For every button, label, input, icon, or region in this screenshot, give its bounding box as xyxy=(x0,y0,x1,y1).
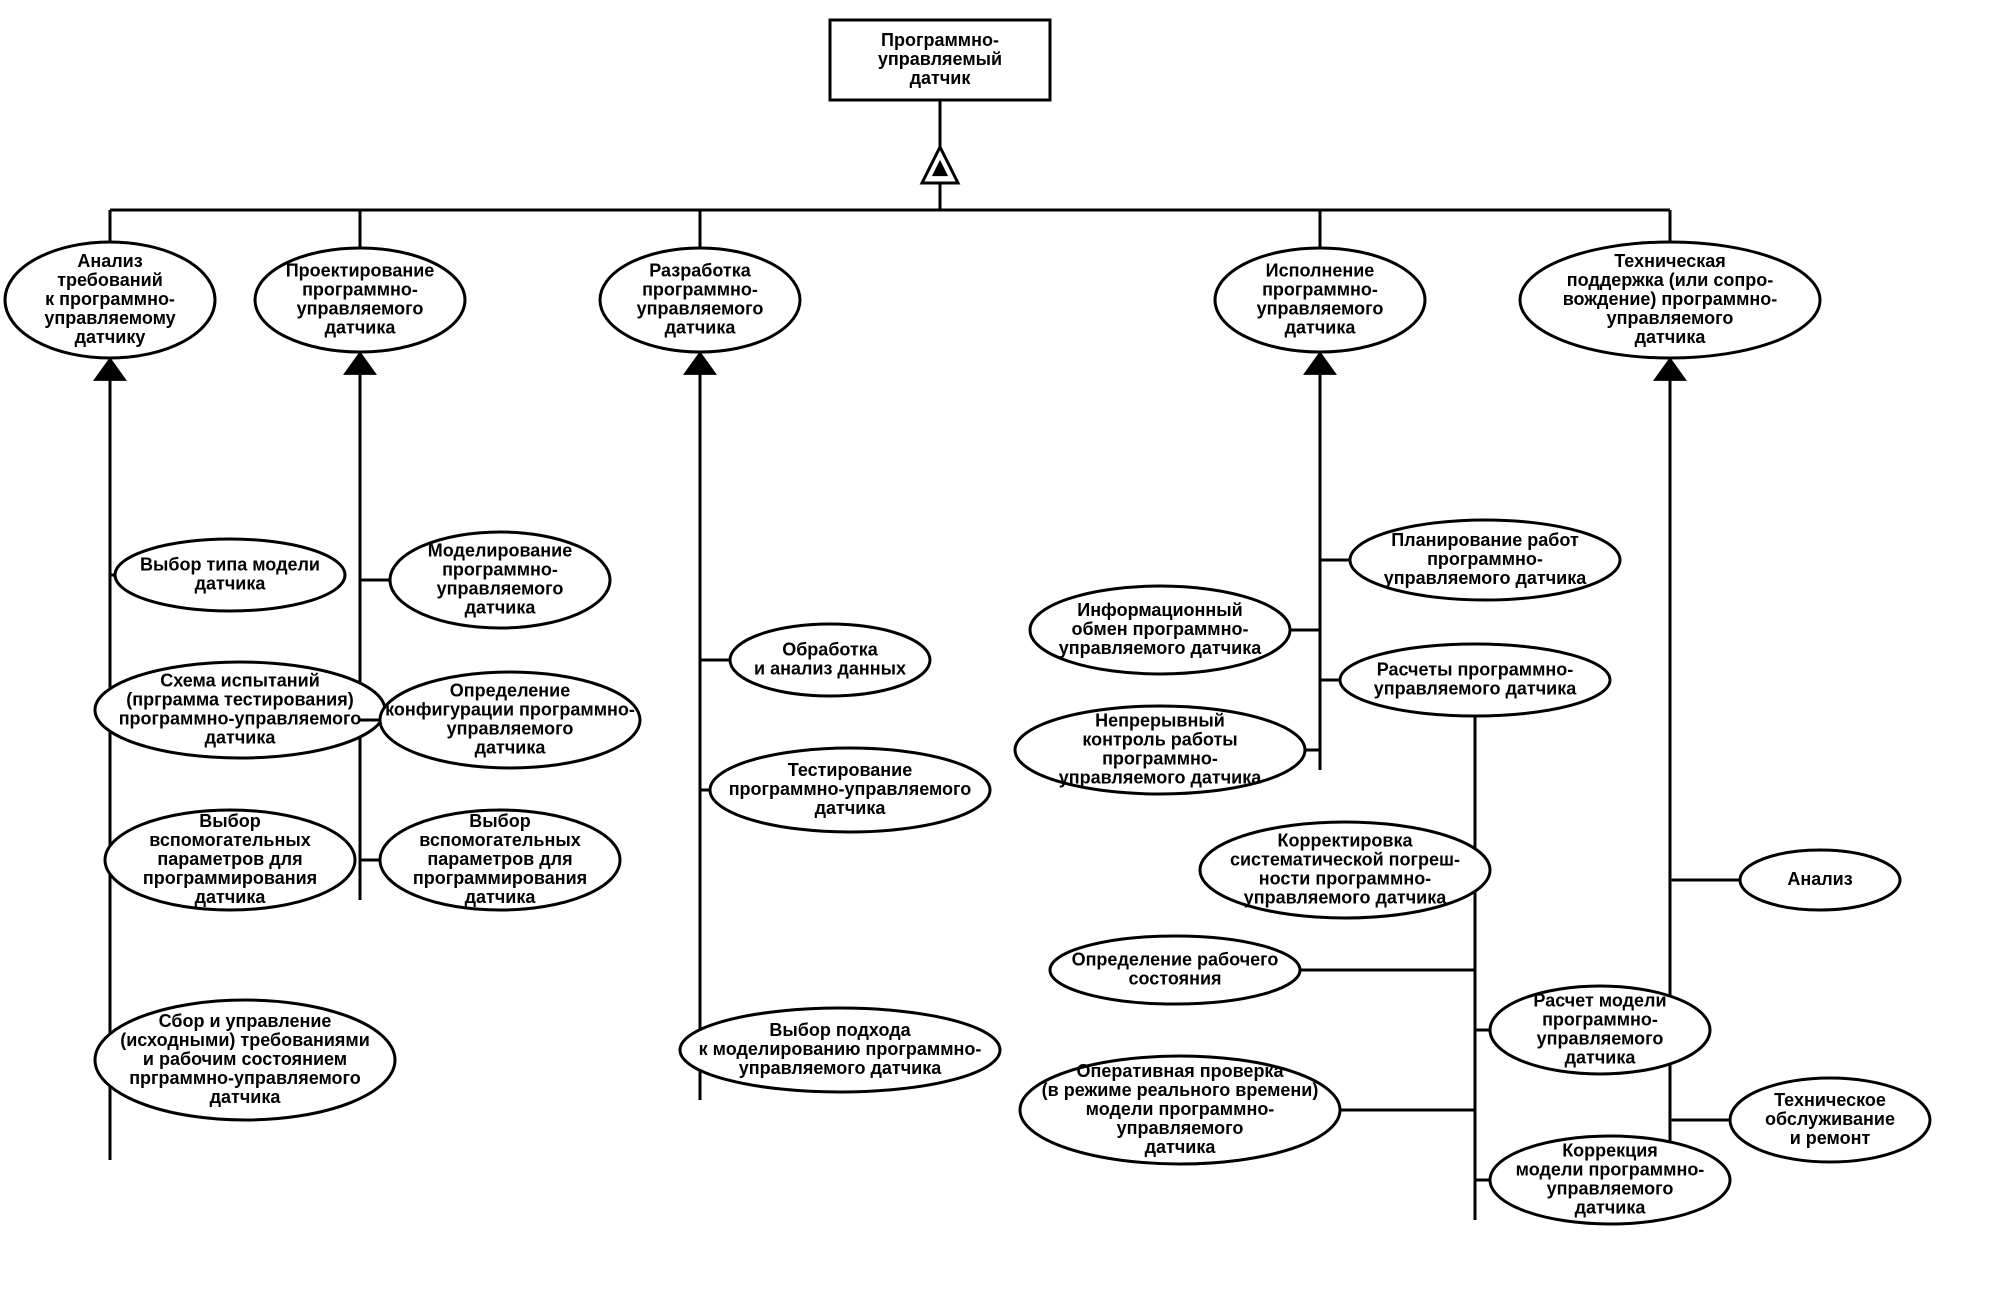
diagram-canvas: Программно-управляемыйдатчикАнализтребов… xyxy=(0,0,2016,1296)
node-label: Анализ xyxy=(1787,869,1852,889)
node-label: Расчеты программно-управляемого датчика xyxy=(1374,659,1578,698)
node-label: Информационныйобмен программно-управляем… xyxy=(1059,600,1263,658)
